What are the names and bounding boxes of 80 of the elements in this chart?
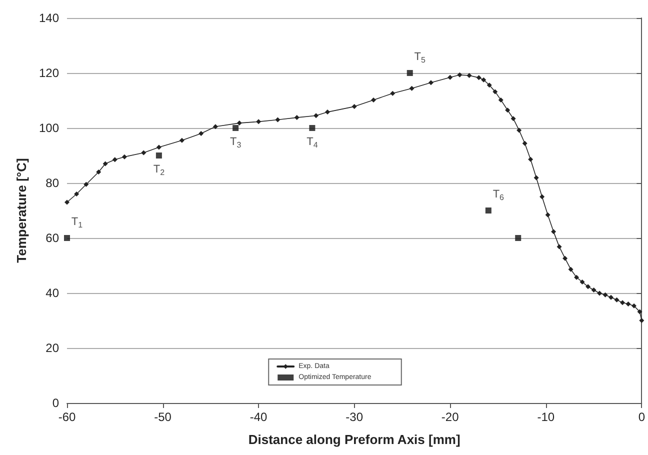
- point: [591, 287, 596, 292]
- point: [141, 150, 146, 156]
- y-tick-label: 20: [46, 341, 60, 355]
- point: [294, 115, 300, 120]
- point: [481, 77, 486, 82]
- x-tick-label: -20: [441, 410, 460, 424]
- point: [325, 110, 330, 115]
- point: [510, 116, 516, 122]
- point: [614, 297, 620, 302]
- point: [597, 290, 602, 296]
- point: [314, 113, 319, 118]
- y-tick-label: 100: [38, 121, 60, 135]
- point: [64, 235, 70, 241]
- point: [580, 280, 585, 284]
- point: [102, 161, 108, 166]
- point: [390, 90, 396, 96]
- y-tick-label: 80: [46, 176, 60, 190]
- x-tick-label: -30: [346, 410, 364, 424]
- point: [466, 72, 472, 78]
- point: [551, 229, 556, 234]
- point: [236, 120, 242, 126]
- point: [534, 175, 539, 180]
- point: [608, 294, 614, 300]
- x-tick-label: -40: [250, 410, 268, 424]
- point: [632, 303, 636, 308]
- point: [602, 292, 608, 298]
- point: [522, 140, 528, 146]
- point: [556, 244, 562, 250]
- point: [370, 97, 376, 102]
- point: [448, 74, 453, 80]
- point: [232, 125, 239, 131]
- point: [639, 318, 644, 323]
- point: [620, 300, 626, 306]
- point: [112, 157, 118, 162]
- point: [74, 192, 80, 196]
- point: [64, 200, 70, 205]
- point: [476, 75, 482, 80]
- point: [562, 256, 568, 261]
- point: [492, 89, 498, 94]
- point: [179, 138, 184, 143]
- point: [156, 144, 162, 150]
- point: [96, 170, 102, 174]
- point: [406, 70, 413, 76]
- x-tick-label: -60: [58, 410, 76, 424]
- point: [256, 119, 262, 124]
- point: [457, 72, 462, 78]
- point: [516, 128, 522, 133]
- point: [428, 80, 434, 86]
- y-tick-label: 0: [52, 396, 60, 410]
- y-tick-label: 60: [46, 231, 60, 245]
- point: [212, 124, 218, 130]
- point: [540, 194, 545, 200]
- point: [156, 152, 162, 158]
- y-axis-title: Temperature [°C]: [14, 158, 30, 263]
- point: [515, 235, 522, 241]
- point: [545, 212, 550, 218]
- point: [485, 208, 492, 214]
- x-axis-title: Distance along Preform Axis [mm]: [248, 432, 460, 447]
- point: [122, 154, 127, 160]
- point: [352, 104, 357, 110]
- point: [309, 125, 316, 131]
- point: [84, 182, 89, 187]
- point: [498, 97, 504, 102]
- x-tick-label: 0: [638, 410, 646, 424]
- point: [198, 131, 204, 136]
- x-tick-label: -10: [537, 410, 555, 424]
- point: [626, 302, 631, 306]
- point: [409, 86, 414, 91]
- x-tick-label: -50: [154, 410, 172, 424]
- y-tick-label: 120: [38, 66, 60, 80]
- point: [574, 274, 580, 280]
- point: [275, 117, 280, 122]
- point: [568, 266, 574, 272]
- point: [637, 309, 642, 314]
- point: [486, 82, 492, 88]
- point: [505, 108, 510, 113]
- y-tick-label: 40: [46, 286, 60, 300]
- point: [586, 284, 591, 290]
- point: [528, 156, 534, 162]
- y-tick-label: 140: [38, 11, 60, 25]
